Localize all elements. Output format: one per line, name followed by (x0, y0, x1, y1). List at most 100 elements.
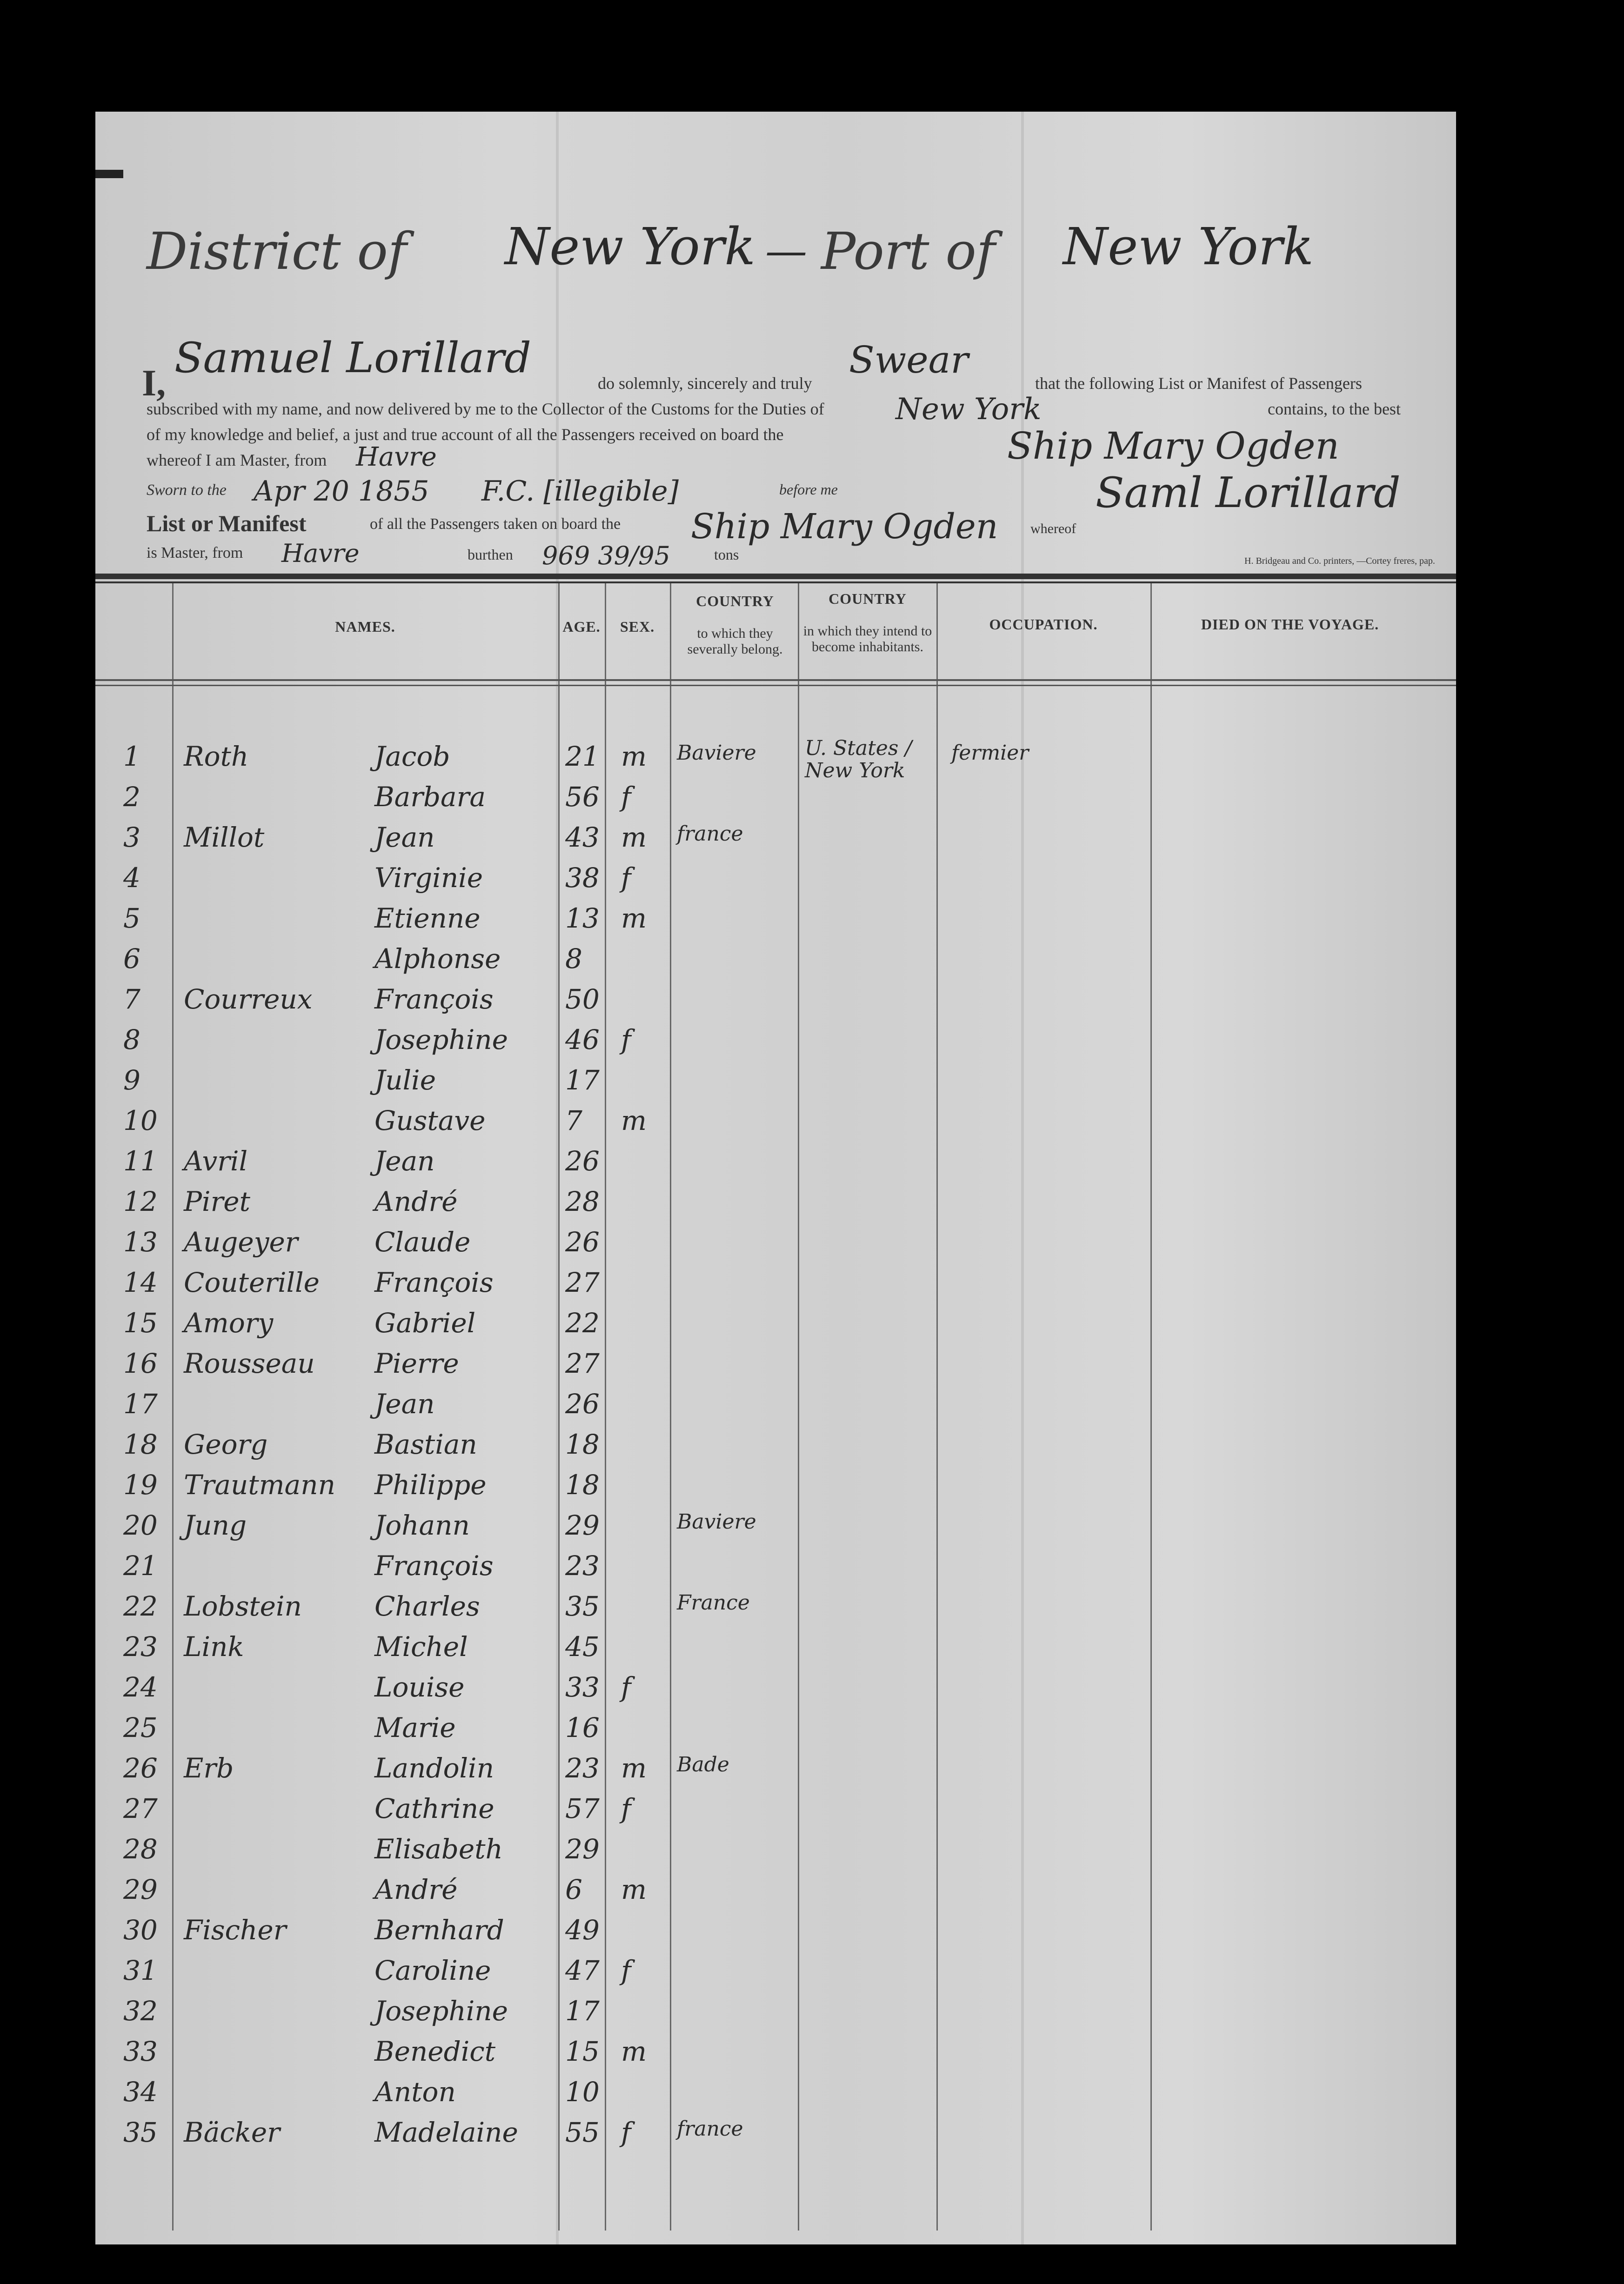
given-name: Marie (374, 1712, 456, 1743)
port-label: Port of (821, 221, 996, 281)
sex: f (621, 781, 631, 813)
header-rule (95, 581, 1456, 583)
passenger-row: 19 Trautmann Philippe 18 (95, 1466, 1456, 1506)
age: 18 (565, 1469, 600, 1501)
age: 27 (565, 1348, 600, 1379)
given-name: Gabriel (374, 1307, 476, 1339)
row-number: 9 (123, 1064, 140, 1096)
passenger-row: 25 Marie 16 (95, 1709, 1456, 1749)
master-name: Samuel Lorillard (174, 334, 531, 382)
given-name: Jean (374, 1388, 435, 1420)
row-number: 29 (123, 1874, 158, 1905)
manifest-ship-name: Ship Mary Ogden (691, 507, 998, 547)
country-of-origin: Bade (677, 1753, 729, 1776)
passenger-row: 5 Etienne 13 m (95, 899, 1456, 940)
row-number: 18 (123, 1429, 158, 1460)
age: 26 (565, 1226, 600, 1258)
district-value: New York (505, 217, 755, 276)
master-signature: Saml Lorillard (1096, 468, 1401, 517)
age: 23 (565, 1752, 600, 1784)
sex: f (621, 1024, 631, 1055)
age: 18 (565, 1429, 600, 1460)
row-number: 22 (123, 1590, 158, 1622)
destination-country: U. States / New York (805, 736, 912, 782)
passenger-row: 9 Julie 17 (95, 1061, 1456, 1102)
row-number: 33 (123, 2036, 158, 2067)
column-header-age: AGE. (562, 618, 601, 635)
given-name: Louise (374, 1671, 465, 1703)
age: 55 (565, 2117, 600, 2148)
row-number: 12 (123, 1186, 158, 1217)
column-divider (558, 583, 560, 2231)
country-of-origin: Baviere (677, 741, 756, 765)
manifest-title: List or Manifest (147, 510, 307, 536)
age: 43 (565, 821, 600, 853)
district-duties: New York (896, 392, 1042, 427)
passenger-row: 29 André 6 m (95, 1870, 1456, 1911)
printer-imprint: H. Bridgeau and Co. printers, —Cortey fr… (1244, 556, 1435, 566)
row-number: 34 (123, 2076, 158, 2108)
manifest-page: District of New York — Port of New York … (95, 112, 1456, 2244)
passenger-row: 8 Josephine 46 f (95, 1021, 1456, 1061)
passenger-row: 23 Link Michel 45 (95, 1628, 1456, 1668)
given-name: Jacob (374, 741, 450, 772)
given-name: André (374, 1874, 458, 1905)
surname: Fischer (184, 1914, 287, 1946)
row-number: 19 (123, 1469, 158, 1501)
surname: Rousseau (184, 1348, 315, 1379)
oath-text: contains, to the best (1268, 400, 1401, 418)
burthen-label: burthen (468, 546, 513, 563)
age: 22 (565, 1307, 600, 1339)
oath-text: subscribed with my name, and now deliver… (147, 400, 824, 418)
sworn-label: Sworn to the (147, 481, 227, 499)
given-name: Jean (374, 1145, 435, 1177)
row-number: 25 (123, 1712, 158, 1743)
given-name: Etienne (374, 902, 481, 934)
sworn-date: Apr 20 1855 (254, 475, 429, 508)
page-tab-mark (95, 170, 123, 178)
column-header-occupation: OCCUPATION. (989, 616, 1098, 633)
burthen-value: 969 39/95 (542, 541, 670, 570)
row-number: 35 (123, 2117, 158, 2148)
age: 21 (565, 741, 600, 772)
age: 15 (565, 2036, 600, 2067)
manifest-text: is Master, from (147, 544, 243, 561)
given-name: Claude (374, 1226, 471, 1258)
column-header-sex: SEX. (620, 618, 655, 635)
surname: Jung (184, 1509, 247, 1541)
column-divider (798, 583, 799, 2231)
from-port: Havre (356, 442, 437, 472)
district-label: District of (147, 221, 407, 281)
age: 17 (565, 1995, 600, 2027)
row-number: 30 (123, 1914, 158, 1946)
age: 38 (565, 862, 600, 894)
passenger-row: 33 Benedict 15 m (95, 2032, 1456, 2073)
age: 28 (565, 1186, 600, 1217)
column-header-country-to: COUNTRY in which they intend to become in… (803, 590, 932, 654)
age: 45 (565, 1631, 600, 1663)
age: 46 (565, 1024, 600, 1055)
row-number: 32 (123, 1995, 158, 2027)
passenger-row: 17 Jean 26 (95, 1385, 1456, 1425)
passenger-row: 16 Rousseau Pierre 27 (95, 1344, 1456, 1385)
heading-dash: — (765, 227, 807, 275)
passenger-row: 14 Couterille François 27 (95, 1263, 1456, 1304)
oath-text: that the following List or Manifest of P… (1035, 374, 1362, 393)
given-name: Barbara (374, 781, 486, 813)
passenger-row: 24 Louise 33 f (95, 1668, 1456, 1709)
age: 29 (565, 1833, 600, 1865)
age: 16 (565, 1712, 600, 1743)
given-name: Julie (374, 1064, 436, 1096)
passenger-row: 21 François 23 (95, 1547, 1456, 1587)
row-number: 6 (123, 943, 140, 975)
sex: m (621, 1874, 647, 1905)
column-divider (605, 583, 606, 2231)
paper-fold (1021, 112, 1024, 2244)
age: 8 (565, 943, 582, 975)
age: 35 (565, 1590, 600, 1622)
oath-text: whereof I am Master, from (147, 451, 327, 469)
header-rule (95, 574, 1456, 579)
given-name: Madelaine (374, 2117, 518, 2148)
passenger-row: 3 Millot Jean 43 m france (95, 818, 1456, 859)
column-divider (172, 583, 174, 2231)
